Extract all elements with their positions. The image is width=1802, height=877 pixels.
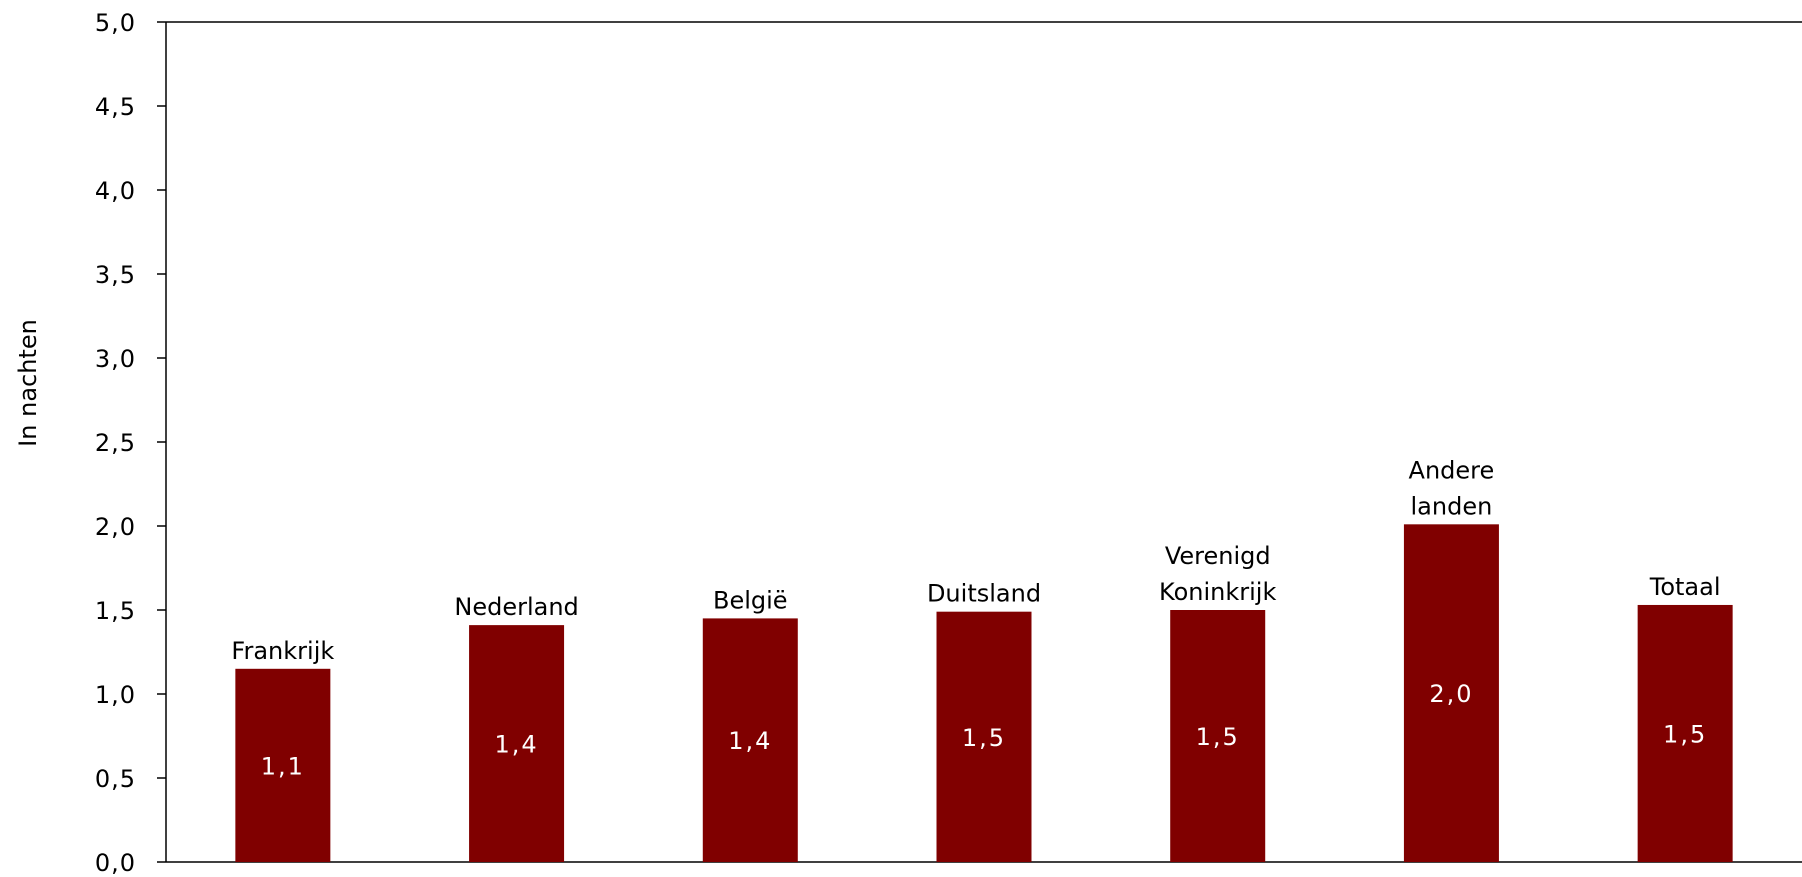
bar: [235, 668, 331, 862]
data-label: 1,5: [1196, 723, 1240, 751]
category-label: Verenigd: [1165, 542, 1271, 570]
data-label: 1,4: [494, 731, 538, 759]
data-label: 1,5: [1663, 720, 1707, 748]
bar: [1170, 610, 1266, 862]
bar: [469, 625, 565, 862]
category-label: landen: [1411, 492, 1493, 520]
category-label: Nederland: [454, 593, 578, 621]
category-label: België: [713, 586, 788, 614]
y-tick-label: 4,0: [95, 177, 136, 205]
bar: [1403, 524, 1499, 862]
y-tick-label: 4,5: [95, 93, 136, 121]
data-label: 1,1: [261, 752, 305, 780]
y-tick-label: 1,0: [95, 681, 136, 709]
y-tick-label: 5,0: [95, 9, 136, 37]
bar: [702, 618, 798, 862]
category-label: Koninkrijk: [1159, 578, 1276, 606]
y-axis-title: In nachten: [14, 319, 42, 447]
category-label: Duitsland: [927, 580, 1041, 608]
y-tick-label: 0,0: [95, 849, 136, 877]
bar: [1637, 604, 1733, 862]
y-tick-label: 3,5: [95, 261, 136, 289]
y-tick-label: 1,5: [95, 597, 136, 625]
category-label: Frankrijk: [231, 637, 334, 665]
data-label: 2,0: [1429, 680, 1473, 708]
category-label: Andere: [1409, 456, 1495, 484]
y-tick-label: 2,0: [95, 513, 136, 541]
y-tick-label: 0,5: [95, 765, 136, 793]
labels: 1,1 Frankrijk 1,4 Nederland 1,4 België 1,5 Duit…: [231, 456, 1720, 780]
axes: 0,0 0,5 1,0 1,5 2,0 2,5 3,0 3,5 4,0 4,5 5,0: [95, 9, 1802, 877]
bar: [936, 611, 1032, 862]
category-label: Totaal: [1649, 573, 1721, 601]
data-label: 1,4: [728, 727, 772, 755]
y-tick-label: 2,5: [95, 429, 136, 457]
y-tick-label: 3,0: [95, 345, 136, 373]
bars: [235, 524, 1733, 862]
data-label: 1,5: [962, 724, 1006, 752]
